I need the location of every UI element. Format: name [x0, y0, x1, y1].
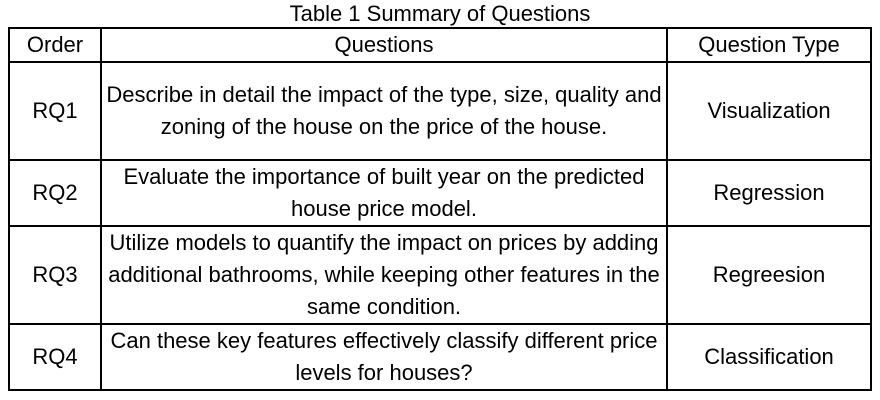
table-header-row: Order Questions Question Type [8, 27, 872, 63]
header-questions: Questions [100, 27, 668, 63]
table-row: RQ2 Evaluate the importance of built yea… [8, 159, 872, 227]
cell-question: Describe in detail the impact of the typ… [100, 61, 668, 161]
header-order: Order [8, 27, 102, 63]
cell-question: Evaluate the importance of built year on… [100, 159, 668, 227]
cell-order: RQ1 [8, 61, 102, 161]
cell-order: RQ3 [8, 225, 102, 325]
table-caption: Table 1 Summary of Questions [289, 1, 591, 26]
cell-question: Can these key features effectively class… [100, 323, 668, 391]
table-row: RQ1 Describe in detail the impact of the… [8, 61, 872, 161]
cell-question-type: Visualization [666, 61, 872, 161]
cell-order: RQ4 [8, 323, 102, 391]
cell-question-type: Regression [666, 159, 872, 227]
questions-table: Order Questions Question Type RQ1 Descri… [8, 27, 872, 391]
table-row: RQ3 Utilize models to quantify the impac… [8, 225, 872, 325]
cell-question-type: Regreesion [666, 225, 872, 325]
cell-question: Utilize models to quantify the impact on… [100, 225, 668, 325]
cell-order: RQ2 [8, 159, 102, 227]
cell-question-type: Classification [666, 323, 872, 391]
table-row: RQ4 Can these key features effectively c… [8, 323, 872, 391]
header-question-type: Question Type [666, 27, 872, 63]
